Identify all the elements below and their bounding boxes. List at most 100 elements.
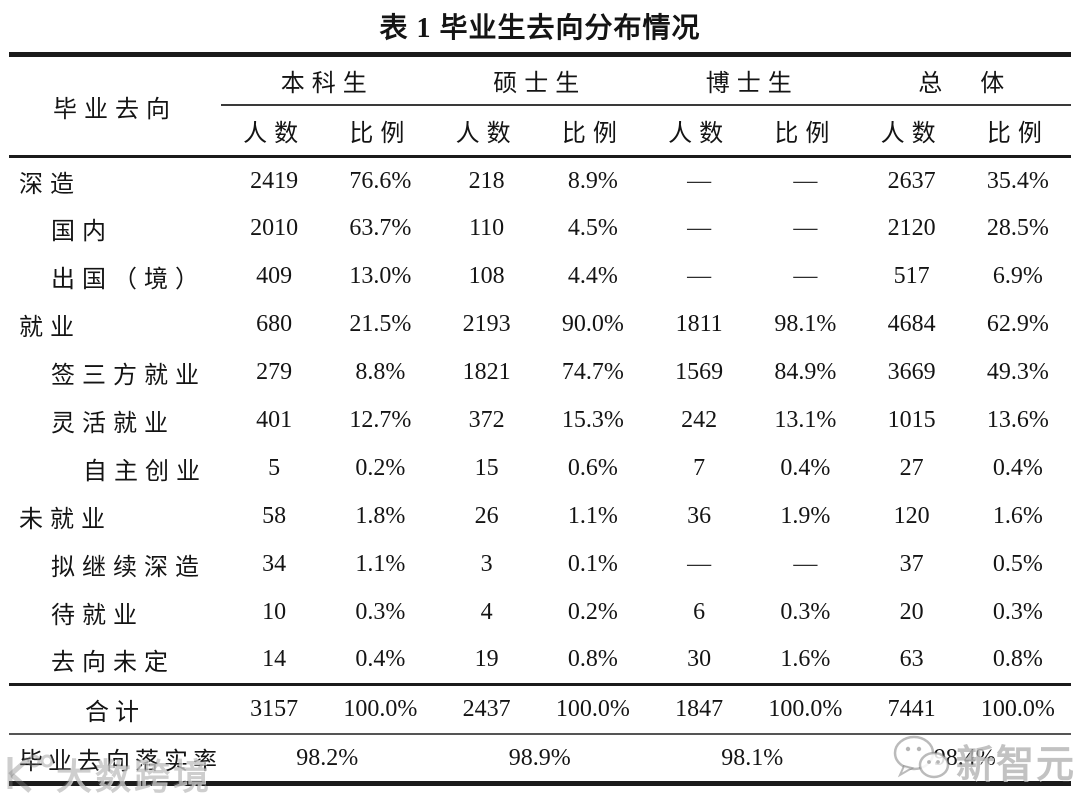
row-label: 出国（境） — [51, 267, 206, 293]
cell: 6 — [693, 599, 706, 625]
cell: 2120 — [887, 215, 936, 241]
cell: 13.0% — [349, 263, 412, 289]
row-label: 未就业 — [19, 507, 112, 533]
cell: 2010 — [250, 215, 299, 241]
row-label: 待就业 — [51, 603, 144, 629]
cell: 3157 — [221, 683, 328, 735]
subheader-count: 人数 — [646, 104, 753, 158]
row-plan-further-study: 拟继续深造 34 1.1% 3 0.1% — — 37 0.5% — [9, 541, 1071, 589]
group-header-doctoral: 博士生 — [646, 54, 859, 106]
subheader-ratio: 比例 — [327, 104, 434, 158]
cell: 680 — [256, 311, 293, 337]
cell: 15.3% — [561, 407, 624, 433]
cell: 1.9% — [780, 503, 831, 529]
row-label: 灵活就业 — [51, 411, 175, 437]
cell: 63 — [899, 646, 924, 673]
row-label: 国内 — [51, 219, 113, 245]
cell: 15 — [474, 455, 499, 481]
row-label: 自主创业 — [83, 459, 207, 485]
cell: 401 — [256, 407, 293, 433]
cell: — — [793, 215, 818, 241]
cell: 98.9% — [508, 744, 571, 771]
cell: 0.6% — [567, 455, 618, 481]
cell: 2193 — [462, 311, 511, 337]
row-label: 毕业去向落实率 — [19, 748, 222, 775]
row-flexible-employment: 灵活就业 401 12.7% 372 15.3% 242 13.1% 1015 … — [9, 397, 1071, 445]
row-label: 签三方就业 — [51, 363, 206, 389]
cell: 0.4% — [992, 455, 1043, 481]
cell: 98.2% — [296, 744, 359, 771]
cell: 3 — [480, 551, 493, 577]
cell: 100.0% — [752, 683, 859, 735]
column-header-destination: 毕业去向 — [9, 54, 221, 158]
cell: 90.0% — [561, 311, 624, 337]
cell: 26 — [474, 503, 499, 529]
cell: 63.7% — [349, 215, 412, 241]
cell: 218 — [468, 167, 505, 194]
cell: 242 — [681, 407, 718, 433]
cell: 76.6% — [349, 167, 412, 194]
cell: 34 — [262, 551, 287, 577]
cell: 1.8% — [355, 503, 406, 529]
cell: 28.5% — [986, 215, 1049, 241]
subheader-ratio: 比例 — [539, 104, 646, 158]
cell: — — [687, 215, 712, 241]
cell: 1.1% — [355, 551, 406, 577]
cell: 0.8% — [992, 646, 1043, 673]
row-label: 去向未定 — [51, 650, 175, 677]
row-further-study: 深造 2419 76.6% 218 8.9% — — 2637 35.4% — [9, 157, 1071, 205]
cell: 0.3% — [992, 599, 1043, 625]
cell: — — [687, 551, 712, 577]
cell: — — [687, 263, 712, 289]
subheader-ratio: 比例 — [964, 104, 1071, 158]
cell: 13.6% — [986, 407, 1049, 433]
cell: 19 — [474, 646, 499, 673]
table-title: 表 1 毕业生去向分布情况 — [379, 13, 701, 44]
cell: 0.8% — [567, 646, 618, 673]
graduate-destination-table: 毕业去向 本科生 硕士生 博士生 总 体 人数 比例 人数 比例 人数 比例 人… — [9, 52, 1071, 786]
cell: 0.2% — [567, 599, 618, 625]
group-header-undergraduate: 本科生 — [221, 54, 434, 106]
cell: 108 — [468, 263, 505, 289]
cell: 120 — [893, 503, 930, 529]
cell: 98.1% — [721, 744, 784, 771]
cell: 409 — [256, 263, 293, 289]
cell: 100.0% — [539, 683, 646, 735]
cell: 37 — [899, 551, 924, 577]
cell: 3669 — [887, 359, 936, 385]
cell: 517 — [893, 263, 930, 289]
row-total: 合计 3157 100.0% 2437 100.0% 1847 100.0% 7… — [9, 683, 1071, 735]
cell: 35.4% — [986, 167, 1049, 194]
subheader-count: 人数 — [858, 104, 965, 158]
cell: 7 — [693, 455, 706, 481]
cell: 98.1% — [774, 311, 837, 337]
cell: 8.8% — [355, 359, 406, 385]
cell: 100.0% — [964, 683, 1071, 735]
cell: 36 — [687, 503, 712, 529]
cell: 6.9% — [992, 263, 1043, 289]
cell: 0.5% — [992, 551, 1043, 577]
row-label: 合计 — [9, 683, 221, 735]
cell: 7441 — [858, 683, 965, 735]
subheader-count: 人数 — [433, 104, 540, 158]
cell: 20 — [899, 599, 924, 625]
cell: 4684 — [887, 311, 936, 337]
cell: 62.9% — [986, 311, 1049, 337]
cell: 4.4% — [567, 263, 618, 289]
cell: 49.3% — [986, 359, 1049, 385]
cell: 84.9% — [774, 359, 837, 385]
row-label: 就业 — [19, 315, 81, 341]
cell: 100.0% — [327, 683, 434, 735]
row-label: 拟继续深造 — [51, 555, 206, 581]
cell: 13.1% — [774, 407, 837, 433]
row-placement-rate: 毕业去向落实率 98.2% 98.9% 98.1% 98.4% — [9, 734, 1071, 784]
cell: 0.1% — [567, 551, 618, 577]
cell: 4 — [480, 599, 493, 625]
cell: 1.6% — [780, 646, 831, 673]
subheader-count: 人数 — [221, 104, 328, 158]
cell: 1.1% — [567, 503, 618, 529]
cell: 2637 — [887, 167, 936, 194]
cell: 279 — [256, 359, 293, 385]
cell: 2419 — [250, 167, 299, 194]
